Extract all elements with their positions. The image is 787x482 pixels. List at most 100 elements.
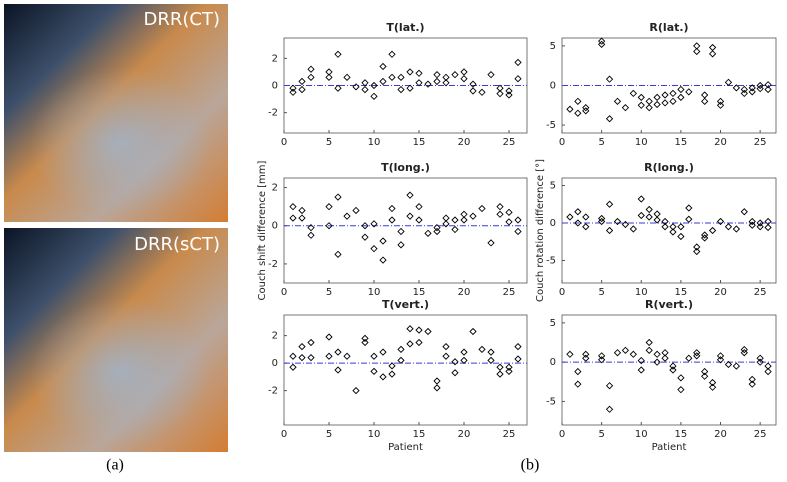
marker [661,99,669,107]
marker [740,345,748,354]
marker [487,348,495,356]
image-label: DRR(CT) [144,9,220,30]
marker [677,223,685,231]
marker [637,356,645,365]
marker [388,216,396,224]
x-tick-label: 25 [754,137,767,148]
x-tick-label: 15 [413,137,426,148]
marker [397,356,405,365]
x-tick-label: 0 [281,429,287,440]
marker [677,85,685,94]
x-tick-label: 5 [326,429,332,440]
caption: (b) [521,457,540,474]
marker [406,68,414,76]
marker [764,85,772,94]
y-tick-label: -2 [268,386,278,397]
marker [748,217,756,226]
marker [505,218,513,226]
marker [298,206,306,215]
marker [505,87,513,95]
marker [693,42,701,50]
chart-title: R(lat.) [649,21,688,34]
marker [574,109,582,117]
marker [605,75,614,83]
marker [325,73,333,81]
y-tick-label: 5 [550,181,556,192]
x-tick-label: 10 [368,429,381,440]
marker [653,350,661,358]
marker [708,43,717,52]
marker [325,352,333,360]
marker [582,107,590,115]
marker [397,85,405,94]
y-tick-label: 5 [550,41,556,52]
marker [637,211,645,220]
marker [605,226,614,235]
y-tick-label: -2 [268,259,278,270]
marker [514,58,522,67]
marker [645,205,653,214]
marker [574,219,582,227]
marker [352,206,360,215]
marker [685,215,693,223]
marker [343,212,351,220]
marker [460,348,468,356]
marker [406,84,414,92]
marker [505,367,513,376]
marker [597,356,606,364]
marker [343,352,351,360]
x-tick-label: 20 [458,429,471,440]
x-tick-label: 20 [714,287,727,298]
marker [361,85,369,94]
marker [433,384,441,392]
marker [379,237,387,245]
x-tick-label: 15 [675,137,688,148]
marker [442,220,450,228]
marker [645,346,653,354]
marker [505,91,513,99]
marker [307,65,315,73]
y-axis-label: Couch rotation difference [°] [535,159,546,302]
x-tick-label: 20 [458,137,471,148]
marker [370,367,378,376]
marker [661,91,669,99]
x-axis-label: Patient [388,442,423,453]
marker [701,372,709,380]
x-axis-label: Patient [652,442,687,453]
marker [298,353,306,362]
marker [701,91,709,99]
marker [693,349,701,357]
marker [669,223,677,231]
marker [669,366,677,374]
marker [433,71,441,79]
marker [605,115,614,123]
marker [629,350,637,358]
marker [605,382,614,390]
marker [379,348,387,356]
marker [298,77,306,86]
marker [597,214,606,223]
marker [566,350,574,358]
marker [361,338,369,347]
marker [496,90,504,98]
marker [460,68,468,76]
marker [637,366,645,374]
marker [740,208,748,216]
marker [764,217,772,226]
marker [716,101,725,109]
marker [496,84,504,92]
plot-frame [561,177,777,284]
marker [460,210,468,218]
x-tick-label: 15 [413,429,426,440]
marker [677,386,685,394]
marker [478,204,486,213]
marker [298,214,306,222]
marker [343,73,351,81]
y-tick-label: 0 [272,81,278,92]
marker [645,338,653,347]
marker [613,97,622,105]
marker [693,47,701,56]
marker [379,256,387,264]
marker [442,352,450,360]
